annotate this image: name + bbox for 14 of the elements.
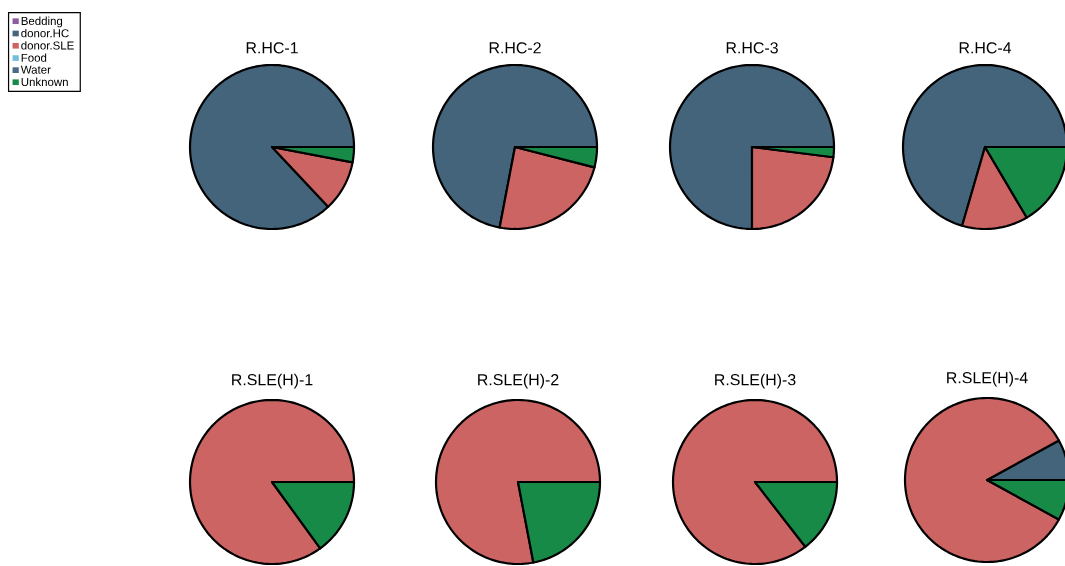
chart-title: R.HC-3 [726,42,778,54]
chart-title: R.HC-4 [959,42,1012,54]
legend-label: Food [21,53,47,62]
legend-label: Bedding [21,16,63,28]
chart-title: R.SLE(H)-4 [947,371,1028,387]
text: R.HC-1 [246,42,298,54]
chart-title: R.SLE(H)-3 [715,373,796,389]
chart-title: R.HC-2 [489,42,541,54]
legend-label: donor.HC [21,28,69,38]
legend-label: donor.SLE [21,41,74,50]
legend-label: Unknown [21,77,68,87]
legend-label: Water [20,65,51,74]
chart-title: R.SLE(H)-2 [478,373,559,389]
chart-title: R.SLE(H)-1 [232,373,313,389]
